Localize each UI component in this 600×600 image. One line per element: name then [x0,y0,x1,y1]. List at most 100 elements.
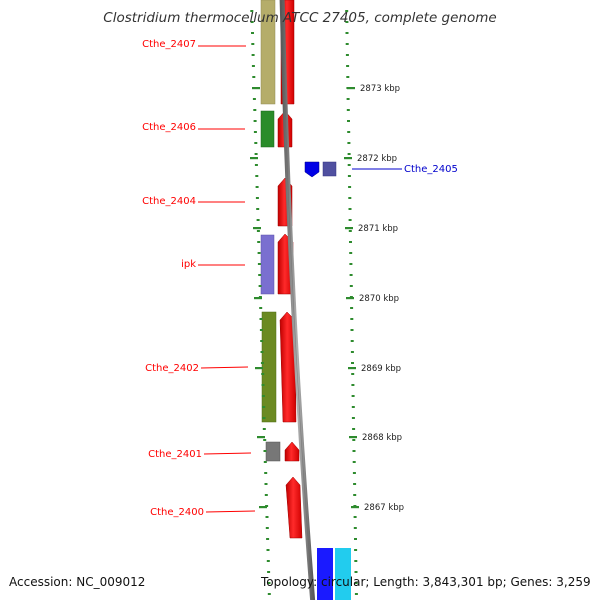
gene-label[interactable]: Cthe_2405 [404,164,458,175]
tick-dot [350,351,354,353]
tick-dot [251,54,255,56]
tick-dot [264,472,268,474]
tick-dot [263,450,267,452]
tick-dot [250,10,254,12]
gene-label[interactable]: Cthe_2407 [142,39,196,50]
tick-dot [350,340,354,342]
tick-dot [262,406,266,408]
tick-dot [346,109,350,111]
ruler-label: 2867 kbp [364,503,404,513]
ruler-tick [349,436,357,439]
gene-arrow[interactable] [284,441,300,462]
tick-dot [258,285,262,287]
tick-dot [353,483,357,485]
tick-dot [256,219,260,221]
tick-dot [254,142,258,144]
tick-dot [253,120,257,122]
gene-label[interactable]: ipk [181,259,196,270]
gene-label[interactable]: Cthe_2400 [150,507,204,518]
tick-dot [254,153,258,155]
ruler-label: 2872 kbp [357,154,397,164]
ruler-tick [351,506,359,509]
tick-dot [262,428,266,430]
ruler-label: 2873 kbp [360,84,400,94]
gene-label[interactable]: Cthe_2402 [145,363,199,374]
tick-dot [262,417,266,419]
tick-dot [258,274,262,276]
tick-dot [350,329,354,331]
tick-dot [259,318,263,320]
tick-dot [261,373,265,375]
label-leader [203,452,252,455]
accession-text: Accession: NC_009012 [9,575,146,589]
cog-bar [335,548,351,600]
tick-dot [261,384,265,386]
cog-bar [261,311,277,423]
ruler-tick [250,157,258,160]
ruler-tick [347,87,355,90]
tick-dot [348,197,352,199]
tick-dot [347,131,351,133]
label-leader [205,510,256,513]
gene-label[interactable]: Cthe_2401 [148,449,202,460]
gene-label[interactable]: Cthe_2404 [142,196,196,207]
ruler-tick [345,227,353,230]
tick-dot [264,483,268,485]
tick-dot [354,593,358,595]
cog-bar [322,161,337,177]
tick-dot [259,329,263,331]
ruler-label: 2868 kbp [362,433,402,443]
topology-text: Topology: circular; Length: 3,843,301 bp… [261,575,591,589]
tick-dot [350,318,354,320]
tick-dot [251,65,255,67]
tick-dot [350,307,354,309]
tick-dot [256,230,260,232]
tick-dot [260,340,264,342]
tick-dot [251,32,254,34]
tick-dot [257,252,261,254]
cog-bar [265,441,281,462]
tick-dot [349,263,353,265]
tick-dot [351,362,354,364]
gene-arrow[interactable] [304,161,320,178]
tick-dot [345,54,349,56]
tick-dot [267,571,271,573]
tick-dot [345,21,349,23]
tick-dot [257,241,261,243]
gene-arrow[interactable] [285,476,303,539]
cog-bar [260,0,276,105]
tick-dot [256,208,260,210]
genome-backbone-edge [281,0,313,600]
tick-dot [250,21,254,23]
tick-dot [260,362,264,364]
ruler-tick [348,367,356,370]
tick-dot [351,417,355,419]
ruler-tick [257,436,265,439]
tick-dot [252,98,256,100]
tick-dot [252,76,256,78]
gene-label[interactable]: Cthe_2406 [142,122,196,133]
tick-dot [348,230,352,232]
tick-dot [253,109,257,111]
tick-dot [348,186,352,188]
ruler-label: 2871 kbp [358,224,398,234]
tick-dot [352,461,356,463]
tick-dot [253,131,257,133]
tick-dot [353,516,357,518]
tick-dot [353,494,357,496]
tick-dot [349,241,352,243]
tick-dot [346,76,350,78]
tick-dot [351,384,355,386]
ruler-tick [259,506,267,509]
tick-dot [346,98,350,100]
cog-track-right [317,161,351,600]
gene-track-right [304,161,320,178]
cog-bar [260,110,275,148]
tick-dot [352,439,356,441]
ruler-label: 2870 kbp [359,294,399,304]
tick-dot [266,560,270,562]
tick-dot [349,274,353,276]
tick-dot [257,263,261,265]
tick-dot [345,43,349,45]
tick-dot [348,208,352,210]
